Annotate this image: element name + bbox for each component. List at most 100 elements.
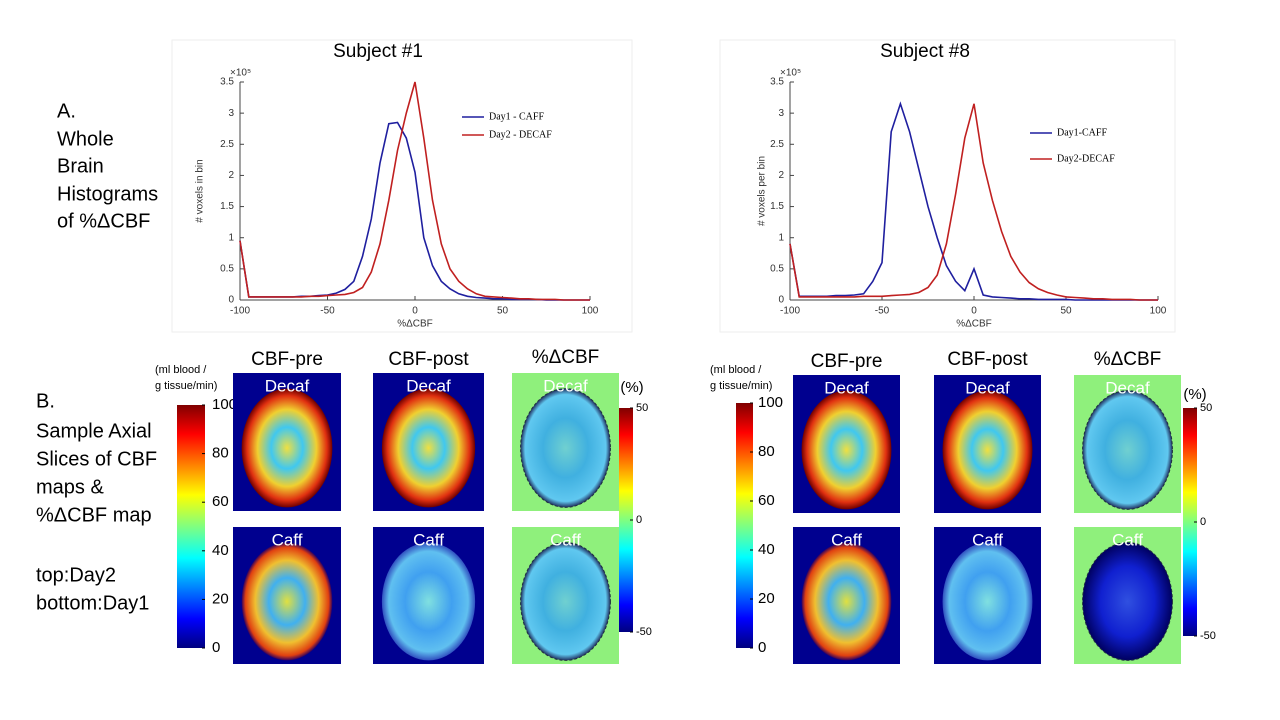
series-line (239, 81, 590, 301)
chart-title: Subject #1 (333, 41, 423, 62)
colorbar-tick-label: 40 (212, 542, 229, 559)
brain-slice (381, 388, 476, 508)
column-header: CBF-post (388, 349, 469, 370)
colorbar-unit: g tissue/min) (710, 380, 772, 392)
y-tick-label: 2.5 (770, 139, 784, 150)
pct-unit: (%) (1183, 386, 1206, 403)
row-label: Caff (413, 530, 444, 549)
column-header: CBF-pre (251, 349, 323, 370)
y-multiplier: ×10⁵ (780, 68, 801, 79)
legend-label: Day1-CAFF (1057, 127, 1107, 138)
panel-text: Whole (57, 128, 114, 150)
series-line (789, 103, 1158, 301)
panel-note: top:Day2 (36, 564, 116, 586)
row-label: Decaf (1105, 378, 1150, 397)
x-tick-label: 100 (582, 306, 599, 317)
x-tick-label: 100 (1150, 306, 1167, 317)
row-label: Decaf (543, 376, 588, 395)
y-tick-label: 1 (778, 232, 784, 243)
x-tick-label: -100 (780, 306, 800, 317)
y-tick-label: 2 (228, 170, 234, 181)
panel-text: %ΔCBF map (36, 504, 152, 526)
panel-text: maps & (36, 476, 104, 498)
pct-colorbar-tick-label: 50 (1200, 402, 1212, 414)
brain-slice (520, 388, 611, 508)
y-tick-label: 0.5 (220, 263, 234, 274)
pct-colorbar (1183, 408, 1197, 636)
colorbar (736, 403, 753, 648)
colorbar-unit: (ml blood / (155, 364, 207, 376)
panel-text: of %ΔCBF (57, 210, 150, 232)
colorbar-unit: g tissue/min) (155, 380, 217, 392)
row-label: Caff (972, 530, 1003, 549)
panel-text: Slices of CBF (36, 448, 157, 470)
panel-text: Brain (57, 155, 104, 177)
colorbar-tick-label: 60 (758, 492, 775, 509)
colorbar-tick-label: 100 (758, 394, 783, 411)
pct-colorbar (619, 408, 633, 632)
y-tick-label: 1.5 (220, 201, 234, 212)
brain-slice (241, 542, 333, 661)
series-line (789, 101, 1158, 301)
brain-slice (942, 542, 1033, 661)
legend-label: Day2 - DECAF (489, 129, 552, 140)
column-header: CBF-post (947, 349, 1028, 370)
colorbar (177, 405, 205, 648)
x-tick-label: 0 (412, 306, 418, 317)
row-label: Caff (272, 530, 303, 549)
x-tick-label: -50 (875, 306, 890, 317)
pct-colorbar-tick-label: 0 (1200, 516, 1206, 528)
x-axis-label: %ΔCBF (956, 319, 992, 330)
x-tick-label: 50 (1060, 306, 1072, 317)
row-label: Decaf (265, 376, 310, 395)
row-label: Caff (831, 530, 862, 549)
panel-text: Sample Axial (36, 420, 152, 442)
panel-label: B. (36, 390, 55, 412)
y-tick-label: 3 (778, 108, 784, 119)
y-axis-label: # voxels in bin (195, 159, 206, 222)
x-axis-label: %ΔCBF (397, 319, 433, 330)
x-tick-label: 50 (497, 306, 509, 317)
row-label: Caff (1112, 530, 1143, 549)
column-header: %ΔCBF (1094, 349, 1162, 370)
y-tick-label: 1 (228, 232, 234, 243)
column-header: %ΔCBF (532, 347, 600, 368)
brain-slice (801, 542, 892, 661)
row-label: Decaf (824, 378, 869, 397)
brain-slice (801, 390, 892, 510)
pct-colorbar-tick-label: 50 (636, 402, 648, 414)
row-label: Caff (550, 530, 581, 549)
panel-note: bottom:Day1 (36, 592, 149, 614)
legend-label: Day1 - CAFF (489, 111, 544, 122)
pct-colorbar-tick-label: -50 (1200, 630, 1216, 642)
pct-colorbar-tick-label: 0 (636, 514, 642, 526)
panel-label: A. (57, 100, 76, 122)
chart-frame (719, 39, 1176, 333)
colorbar-tick-label: 80 (758, 443, 775, 460)
colorbar-tick-label: 80 (212, 445, 229, 462)
colorbar-tick-label: 100 (212, 396, 237, 413)
chart-title: Subject #8 (880, 41, 970, 62)
y-tick-label: 0.5 (770, 263, 784, 274)
row-label: Decaf (965, 378, 1010, 397)
colorbar-unit: (ml blood / (710, 364, 762, 376)
colorbar-tick-label: 40 (758, 541, 775, 558)
colorbar-tick-label: 20 (212, 590, 229, 607)
colorbar-tick-label: 20 (758, 590, 775, 607)
brain-slice (381, 542, 476, 661)
y-tick-label: 0 (778, 295, 784, 306)
x-tick-label: 0 (971, 306, 977, 317)
y-tick-label: 0 (228, 295, 234, 306)
x-tick-label: -100 (230, 306, 250, 317)
series-line (239, 121, 590, 301)
y-tick-label: 3 (228, 108, 234, 119)
x-tick-label: -50 (320, 306, 335, 317)
colorbar-tick-label: 0 (212, 639, 220, 656)
y-axis-label: # voxels per bin (757, 156, 768, 226)
brain-slice (520, 542, 611, 661)
column-header: CBF-pre (811, 351, 883, 372)
y-tick-label: 1.5 (770, 201, 784, 212)
chart-frame (171, 39, 633, 333)
y-tick-label: 2 (778, 170, 784, 181)
